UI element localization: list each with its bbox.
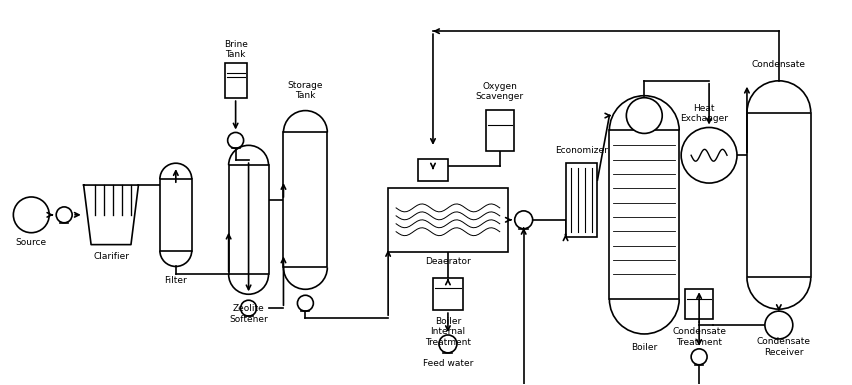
Circle shape	[240, 300, 256, 316]
Text: Storage
Tank: Storage Tank	[287, 81, 323, 100]
Bar	[433, 278, 463, 310]
Text: Source: Source	[15, 238, 47, 247]
Text: Boiler
Internal
Treatment: Boiler Internal Treatment	[424, 317, 470, 347]
Circle shape	[439, 335, 457, 353]
Bar	[746, 112, 809, 277]
Circle shape	[690, 349, 706, 365]
Text: Feed water: Feed water	[423, 359, 473, 368]
Text: Brine
Tank: Brine Tank	[223, 40, 247, 59]
Text: Filter: Filter	[164, 276, 187, 285]
Text: Deaerator: Deaerator	[424, 258, 470, 266]
Bar	[486, 110, 513, 151]
Bar	[228, 165, 268, 275]
Circle shape	[514, 211, 532, 229]
Bar	[224, 64, 246, 98]
Text: Economizer: Economizer	[555, 146, 607, 155]
Circle shape	[297, 295, 313, 311]
Circle shape	[625, 98, 661, 134]
Bar	[283, 132, 327, 268]
Text: Clarifier: Clarifier	[93, 252, 129, 261]
Bar	[388, 187, 507, 252]
Bar	[159, 179, 192, 251]
Text: Condensate: Condensate	[751, 60, 805, 69]
Circle shape	[14, 197, 49, 233]
Text: Zeolite
Softener: Zeolite Softener	[229, 305, 268, 324]
Text: Heat
Exchanger: Heat Exchanger	[679, 104, 728, 123]
Text: Condensate
Receiver: Condensate Receiver	[756, 337, 810, 357]
Circle shape	[764, 311, 792, 339]
Circle shape	[56, 207, 72, 223]
Circle shape	[681, 127, 736, 183]
Text: Condensate
Treatment: Condensate Treatment	[671, 327, 725, 346]
Bar	[608, 131, 678, 299]
Text: Boiler: Boiler	[630, 343, 657, 352]
Text: Oxygen
Scavenger: Oxygen Scavenger	[475, 82, 523, 101]
Bar	[565, 163, 596, 237]
Circle shape	[227, 132, 244, 148]
Bar	[417, 159, 447, 181]
Bar	[684, 289, 712, 319]
